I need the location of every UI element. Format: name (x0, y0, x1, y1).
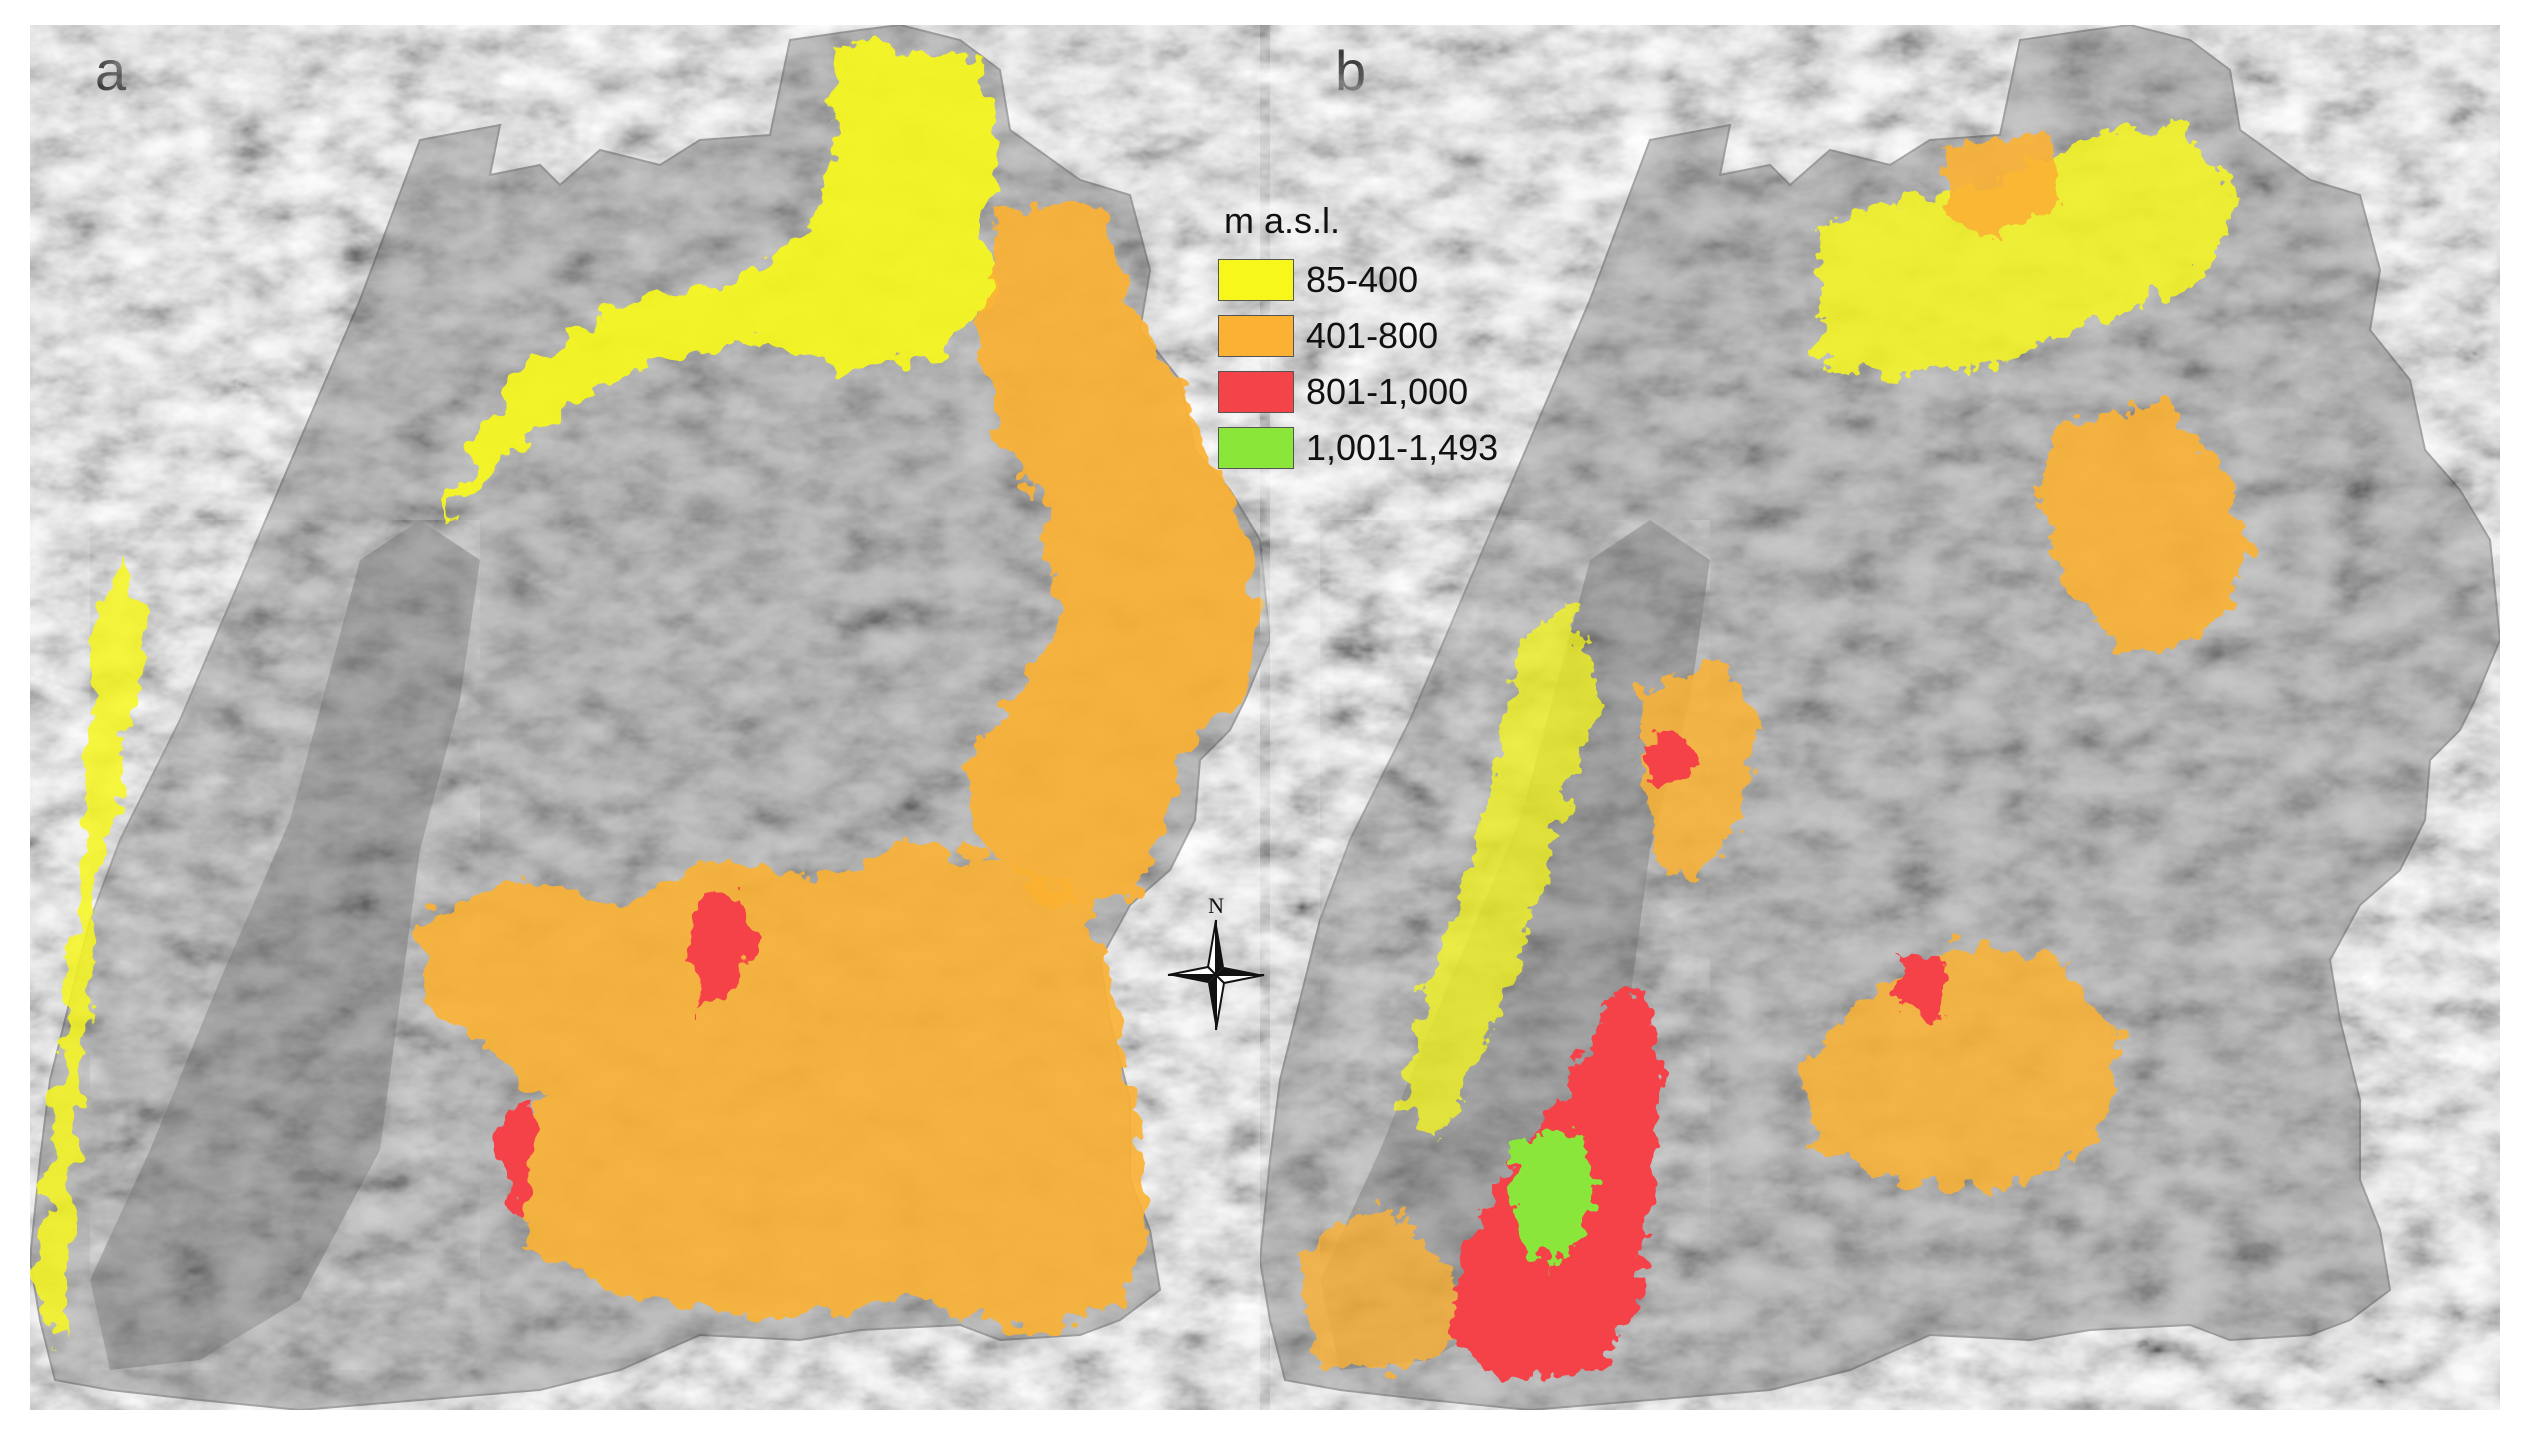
class-401-800-area (420, 840, 1150, 1330)
legend-title: m a.s.l. (1224, 200, 1341, 241)
panel-label-a: a (95, 39, 127, 102)
west-needle (1168, 975, 1216, 983)
south-needle (1208, 975, 1216, 1030)
west-needle-light (1167, 965, 1219, 976)
north-arrow-needle (1216, 920, 1224, 975)
elevation-overlay-b (1300, 120, 2250, 1380)
legend-swatch (1218, 259, 1294, 301)
class-401-800-area (1800, 940, 2120, 1190)
class-801-1000-area (498, 1105, 535, 1210)
class-85-400-area (40, 560, 150, 1340)
relief-black-forest (90, 520, 480, 1370)
class-85-400-area (1820, 120, 2240, 380)
class-801-1000-area (1900, 950, 1950, 1020)
east-needle (1216, 967, 1264, 975)
legend-swatch (1218, 371, 1294, 413)
legend-item: 85-400 (1218, 252, 1498, 308)
legend-swatch (1218, 315, 1294, 357)
north-arrow-needle-light (1206, 919, 1217, 978)
legend-item: 1,001-1,493 (1218, 420, 1498, 476)
south-needle-light (1215, 972, 1226, 1031)
class-401-800-area (1940, 130, 2060, 240)
legend-item: 401-800 (1218, 308, 1498, 364)
legend-label: 401-800 (1306, 315, 1439, 356)
class-801-1000-area (690, 890, 760, 1010)
east-needle-light (1213, 974, 1265, 985)
class-801-1000-area (1640, 730, 1700, 790)
legend-swatch (1218, 427, 1294, 469)
class-401-800-area (960, 200, 1260, 900)
legend-label: 1,001-1,493 (1306, 427, 1499, 468)
north-label: N (1208, 893, 1224, 918)
legend: m a.s.l. 85-400 401-800 801-1,000 1,001-1,4… (1218, 200, 1498, 476)
elevation-overlay-a (40, 40, 1260, 1340)
legend-item: 801-1,000 (1218, 364, 1498, 420)
class-401-800-area (2040, 400, 2250, 650)
class-85-400-area (450, 40, 1000, 520)
class-85-400-area (1400, 600, 1600, 1140)
class-1001-1493-area (1510, 1130, 1600, 1270)
legend-label: 801-1,000 (1306, 371, 1469, 412)
panel-label-b: b (1335, 39, 1367, 102)
class-401-800-area (1300, 1200, 1480, 1370)
legend-label: 85-400 (1306, 259, 1419, 300)
north-arrow: N (1167, 893, 1265, 1031)
